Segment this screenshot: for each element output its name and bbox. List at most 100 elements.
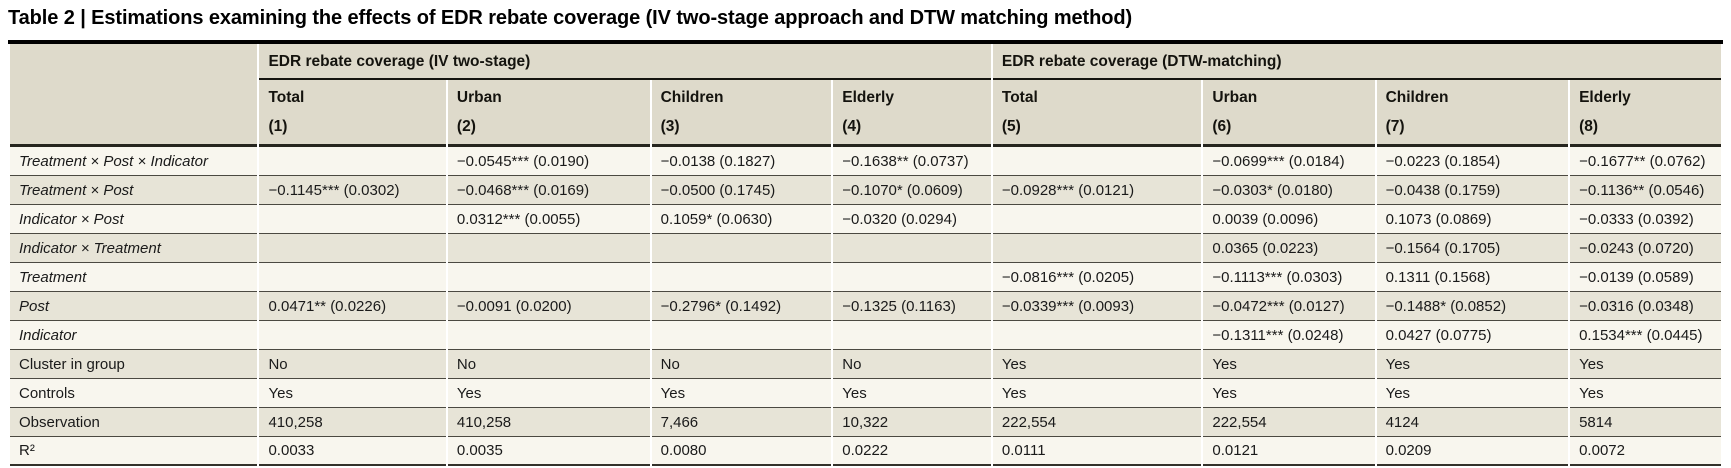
table-cell: No (447, 350, 650, 380)
row-label: Indicator × Post (10, 205, 258, 235)
table-cell (992, 205, 1202, 235)
table-cell: −0.0500 (0.1745) (651, 176, 832, 206)
row-label: Post (10, 292, 258, 322)
table-cell: Yes (447, 379, 650, 409)
table-cell: −0.0223 (0.1854) (1376, 147, 1569, 177)
column-number: (6) (1212, 117, 1232, 135)
table-cell: 222,554 (1203, 408, 1375, 438)
table-cell: No (833, 350, 991, 380)
row-label: Observation (10, 408, 258, 438)
table-cell: 4124 (1376, 408, 1569, 438)
table-cell: Yes (1570, 350, 1721, 380)
row-label: Indicator × Treatment (10, 234, 258, 264)
table-cell: 0.1073 (0.0869) (1376, 205, 1569, 235)
row-label: Treatment × Post (10, 176, 258, 206)
column-name: Children (660, 89, 724, 106)
table-cell: 0.1311 (0.1568) (1376, 263, 1569, 293)
table-cell: −0.1311*** (0.0248) (1203, 321, 1375, 351)
row-label: Treatment (10, 263, 258, 293)
row-label: Treatment × Post × Indicator (10, 147, 258, 177)
column-number: (5) (1001, 117, 1021, 135)
table-cell (447, 234, 650, 264)
table-row: Indicator × Treatment 0.0365 (0.0223) −0.1… (10, 234, 1721, 264)
table-cell: −0.0320 (0.0294) (833, 205, 991, 235)
table-cell: No (651, 350, 832, 380)
table-cell (992, 147, 1202, 177)
table-cell: 0.0080 (651, 437, 832, 467)
table-cell: 410,258 (447, 408, 650, 438)
table-cell: 0.0035 (447, 437, 650, 467)
table-cell: −0.1564 (0.1705) (1376, 234, 1569, 264)
col-header-total-1: Total (1) (259, 80, 446, 148)
table-cell: 0.0209 (1376, 437, 1569, 467)
column-name: Children (1385, 89, 1449, 106)
corner-cell (10, 44, 258, 80)
table-cell: 0.0365 (0.0223) (1203, 234, 1375, 264)
table-cell: 0.1059* (0.0630) (651, 205, 832, 235)
table-cell: −0.1638** (0.0737) (833, 147, 991, 177)
table-cell: Yes (259, 379, 446, 409)
table-header: EDR rebate coverage (IV two-stage) EDR r… (10, 44, 1721, 148)
table-cell: Yes (992, 379, 1202, 409)
table-cell (992, 321, 1202, 351)
table-cell: Yes (992, 350, 1202, 380)
table-cell: −0.1070* (0.0609) (833, 176, 991, 206)
table-row: Post 0.0471** (0.0226) −0.0091 (0.0200) −0.… (10, 292, 1721, 322)
table-cell: −0.0139 (0.0589) (1570, 263, 1721, 293)
table-cell: Yes (1376, 350, 1569, 380)
row-label: Indicator (10, 321, 258, 351)
column-name: Total (268, 89, 305, 106)
table-cell: −0.0472*** (0.0127) (1203, 292, 1375, 322)
table-cell: 0.0111 (992, 437, 1202, 467)
table-cell (259, 234, 446, 264)
table-cell (651, 263, 832, 293)
group-header-dtw-matching: EDR rebate coverage (DTW-matching) (992, 44, 1721, 80)
table-row: Treatment −0.0816*** (0.0205) −0.1113*** (… (10, 263, 1721, 293)
table-cell: −0.1145*** (0.0302) (259, 176, 446, 206)
column-number: (1) (268, 117, 288, 135)
table-cell: Yes (833, 379, 991, 409)
table-cell: 0.0312*** (0.0055) (447, 205, 650, 235)
table-cell (259, 263, 446, 293)
table-cell: −0.0339*** (0.0093) (992, 292, 1202, 322)
column-name: Urban (456, 89, 502, 106)
col-header-total-5: Total (5) (992, 80, 1202, 148)
row-label: Cluster in group (10, 350, 258, 380)
group-header-iv-two-stage: EDR rebate coverage (IV two-stage) (259, 44, 991, 80)
table-row: Cluster in group No No No No Yes Yes Yes Yes (10, 350, 1721, 380)
table-cell: −0.0816*** (0.0205) (992, 263, 1202, 293)
table-cell: −0.1136** (0.0546) (1570, 176, 1721, 206)
table-cell: 0.0121 (1203, 437, 1375, 467)
row-label-column-header (10, 80, 258, 148)
table-row: Observation 410,258 410,258 7,466 10,322 222,… (10, 408, 1721, 438)
table-row: Indicator −0.1311*** (0.0248) 0.0427 (0.07… (10, 321, 1721, 351)
column-number: (4) (842, 117, 862, 135)
table-title: Table 2 | Estimations examining the effe… (8, 7, 1133, 29)
table-cell (259, 147, 446, 177)
column-name: Total (1001, 89, 1038, 106)
table-cell (651, 321, 832, 351)
column-name: Elderly (1579, 89, 1631, 106)
table-cell (992, 234, 1202, 264)
table-cell: −0.1113*** (0.0303) (1203, 263, 1375, 293)
table-cell: Yes (1376, 379, 1569, 409)
table-cell (833, 321, 991, 351)
column-number: (8) (1579, 117, 1599, 135)
col-header-children-7: Children (7) (1376, 80, 1569, 148)
row-label: R² (10, 437, 258, 467)
table-cell (447, 263, 650, 293)
table-cell (259, 321, 446, 351)
table-cell: −0.1488* (0.0852) (1376, 292, 1569, 322)
table-cell: 0.0427 (0.0775) (1376, 321, 1569, 351)
table-cell: No (259, 350, 446, 380)
column-number: (7) (1385, 117, 1405, 135)
results-table: EDR rebate coverage (IV two-stage) EDR r… (8, 40, 1723, 467)
table-cell: Yes (651, 379, 832, 409)
table-cell: 410,258 (259, 408, 446, 438)
col-header-urban-6: Urban (6) (1203, 80, 1375, 148)
table-cell: −0.0438 (0.1759) (1376, 176, 1569, 206)
table-cell: −0.0091 (0.0200) (447, 292, 650, 322)
column-number: (3) (660, 117, 680, 135)
column-number: (2) (456, 117, 476, 135)
table-cell: −0.1677** (0.0762) (1570, 147, 1721, 177)
